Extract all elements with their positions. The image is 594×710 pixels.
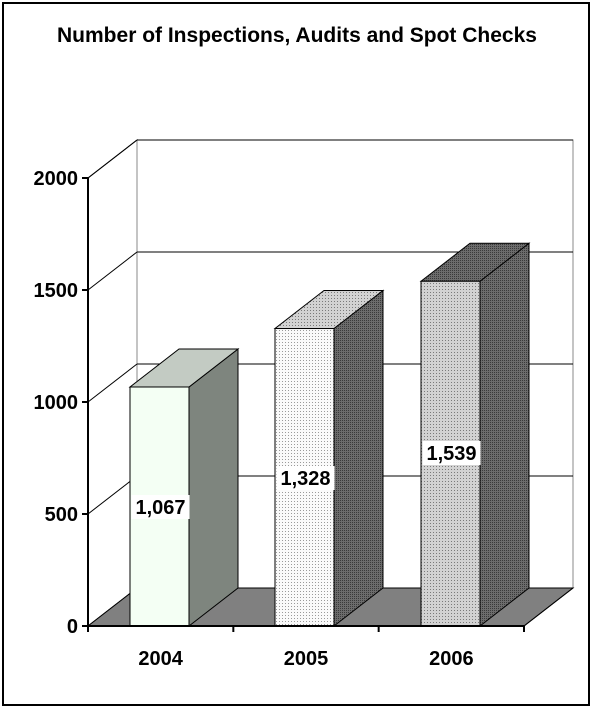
data-label-bg-2005 <box>276 466 335 490</box>
gridline-left-2000 <box>87 139 138 179</box>
floor-right-edge <box>523 587 574 627</box>
gridline-left-500 <box>87 475 138 515</box>
bars: 1,067 1,328 1,539 <box>128 242 531 628</box>
bar-side-2006 <box>479 242 530 628</box>
gridline-left-1500 <box>87 251 138 291</box>
y-tick-label-1000: 1000 <box>34 392 79 414</box>
data-label-2004: 1,067 <box>135 497 185 519</box>
bar-2006: 1,539 <box>419 242 531 628</box>
x-tick-label-2005: 2005 <box>284 648 329 670</box>
chart-title-wrap: Number of Inspections, Audits and Spot C… <box>0 22 594 50</box>
x-tick-label-2006: 2006 <box>429 648 474 670</box>
y-tick-label-1500: 1500 <box>34 280 79 302</box>
gridline-left-1000 <box>87 363 138 403</box>
bar-2005: 1,328 <box>273 289 385 628</box>
bar-2004: 1,067 <box>128 347 240 628</box>
bar-side-2005 <box>333 289 384 628</box>
y-tick-label-2000: 2000 <box>34 168 79 190</box>
data-label-2005: 1,328 <box>280 468 330 490</box>
y-tick-label-500: 500 <box>45 504 78 526</box>
data-label-bg-2006 <box>422 441 481 465</box>
data-label-bg-2004 <box>131 495 190 519</box>
data-label-2006: 1,539 <box>426 443 476 465</box>
chart-title: Number of Inspections, Audits and Spot C… <box>57 24 537 47</box>
axes: 0 500 1000 1500 2000 2004 2005 2006 <box>34 168 574 670</box>
y-tick-label-0: 0 <box>67 616 78 638</box>
x-tick-label-2004: 2004 <box>138 648 183 670</box>
bar-side-2004 <box>188 347 239 628</box>
